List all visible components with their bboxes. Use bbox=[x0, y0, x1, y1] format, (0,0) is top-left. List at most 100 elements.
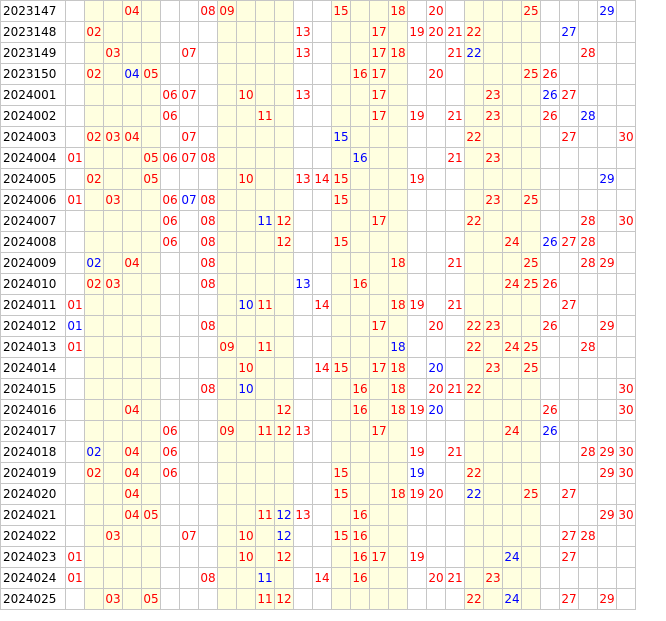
number-cell: 03 bbox=[103, 126, 123, 148]
empty-cell bbox=[84, 525, 104, 547]
empty-cell bbox=[255, 462, 275, 484]
number-cell: 13 bbox=[293, 273, 313, 295]
number-cell: 23 bbox=[483, 567, 503, 589]
empty-cell bbox=[217, 252, 237, 274]
empty-cell bbox=[274, 84, 294, 106]
empty-cell bbox=[293, 147, 313, 169]
empty-cell bbox=[255, 273, 275, 295]
number-cell: 10 bbox=[236, 357, 256, 379]
number-cell: 04 bbox=[122, 462, 142, 484]
empty-cell bbox=[331, 63, 351, 85]
empty-cell bbox=[179, 210, 199, 232]
empty-cell bbox=[255, 525, 275, 547]
empty-cell bbox=[426, 42, 446, 64]
empty-cell bbox=[578, 294, 598, 316]
number-cell: 21 bbox=[445, 441, 465, 463]
empty-cell bbox=[540, 588, 560, 610]
empty-cell bbox=[312, 336, 332, 358]
empty-cell bbox=[407, 147, 427, 169]
number-cell: 20 bbox=[426, 357, 446, 379]
empty-cell bbox=[502, 378, 522, 400]
empty-cell bbox=[616, 252, 636, 274]
empty-cell bbox=[559, 252, 579, 274]
empty-cell bbox=[445, 63, 465, 85]
empty-cell bbox=[122, 273, 142, 295]
empty-cell bbox=[141, 462, 161, 484]
number-cell: 16 bbox=[350, 567, 370, 589]
period-cell: 2024021 bbox=[0, 504, 66, 526]
empty-cell bbox=[426, 273, 446, 295]
empty-cell bbox=[616, 273, 636, 295]
number-cell: 12 bbox=[274, 420, 294, 442]
empty-cell bbox=[521, 420, 541, 442]
number-cell: 15 bbox=[331, 0, 351, 22]
empty-cell bbox=[103, 147, 123, 169]
empty-cell bbox=[445, 588, 465, 610]
empty-cell bbox=[483, 336, 503, 358]
empty-cell bbox=[122, 378, 142, 400]
period-cell: 2023147 bbox=[0, 0, 66, 22]
empty-cell bbox=[274, 252, 294, 274]
empty-cell bbox=[521, 231, 541, 253]
empty-cell bbox=[217, 210, 237, 232]
empty-cell bbox=[160, 525, 180, 547]
number-cell: 25 bbox=[521, 483, 541, 505]
empty-cell bbox=[160, 399, 180, 421]
empty-cell bbox=[369, 525, 389, 547]
number-cell: 12 bbox=[274, 231, 294, 253]
empty-cell bbox=[369, 147, 389, 169]
number-cell: 05 bbox=[141, 588, 161, 610]
empty-cell bbox=[198, 483, 218, 505]
number-cell: 26 bbox=[540, 420, 560, 442]
empty-cell bbox=[350, 588, 370, 610]
table-row: 2024003 02 03 04 07 15 22 27 30 bbox=[0, 126, 636, 148]
empty-cell bbox=[331, 147, 351, 169]
empty-cell bbox=[616, 147, 636, 169]
empty-cell bbox=[597, 63, 617, 85]
table-row: 2024025 03 05 11 12 22 24 27 29 bbox=[0, 588, 636, 610]
number-cell: 19 bbox=[407, 168, 427, 190]
empty-cell bbox=[122, 168, 142, 190]
empty-cell bbox=[407, 378, 427, 400]
empty-cell bbox=[274, 273, 294, 295]
empty-cell bbox=[141, 231, 161, 253]
empty-cell bbox=[141, 567, 161, 589]
empty-cell bbox=[521, 84, 541, 106]
number-cell: 17 bbox=[369, 84, 389, 106]
number-cell: 11 bbox=[255, 105, 275, 127]
empty-cell bbox=[160, 63, 180, 85]
number-cell: 19 bbox=[407, 21, 427, 43]
empty-cell bbox=[597, 399, 617, 421]
empty-cell bbox=[559, 378, 579, 400]
empty-cell bbox=[407, 231, 427, 253]
empty-cell bbox=[122, 588, 142, 610]
empty-cell bbox=[236, 588, 256, 610]
number-cell: 15 bbox=[331, 189, 351, 211]
empty-cell bbox=[84, 588, 104, 610]
empty-cell bbox=[502, 105, 522, 127]
number-cell: 19 bbox=[407, 441, 427, 463]
empty-cell bbox=[103, 105, 123, 127]
number-cell: 05 bbox=[141, 504, 161, 526]
number-cell: 13 bbox=[293, 420, 313, 442]
empty-cell bbox=[559, 315, 579, 337]
empty-cell bbox=[274, 315, 294, 337]
empty-cell bbox=[407, 42, 427, 64]
number-cell: 20 bbox=[426, 315, 446, 337]
empty-cell bbox=[483, 525, 503, 547]
number-cell: 17 bbox=[369, 63, 389, 85]
empty-cell bbox=[141, 399, 161, 421]
empty-cell bbox=[559, 63, 579, 85]
empty-cell bbox=[559, 441, 579, 463]
empty-cell bbox=[198, 441, 218, 463]
empty-cell bbox=[369, 504, 389, 526]
table-row: 2024010 02 03 08 13 16 24 25 26 bbox=[0, 273, 636, 295]
period-cell: 2024005 bbox=[0, 168, 66, 190]
period-cell: 2024004 bbox=[0, 147, 66, 169]
empty-cell bbox=[141, 126, 161, 148]
empty-cell bbox=[502, 0, 522, 22]
empty-cell bbox=[141, 294, 161, 316]
empty-cell bbox=[559, 399, 579, 421]
empty-cell bbox=[464, 168, 484, 190]
empty-cell bbox=[217, 441, 237, 463]
